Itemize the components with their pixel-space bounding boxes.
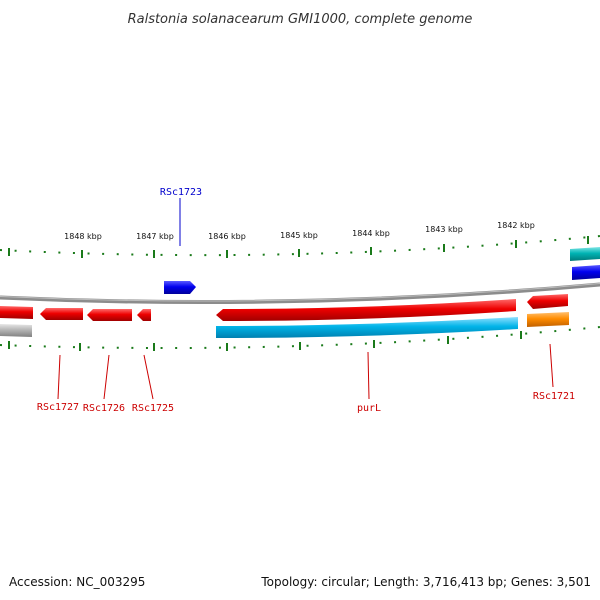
map-title: Ralstonia solanacearum GMI1000, complete… (128, 12, 473, 27)
gene-label-rsc1721: RSc1721 (533, 391, 575, 402)
leader-line-purl (367, 351, 370, 400)
gene-rsc1725-arrow[interactable] (137, 309, 151, 321)
leader-line-rsc1727 (57, 354, 61, 400)
gene-orange-segment[interactable] (527, 312, 569, 327)
genome-backbone (0, 282, 600, 305)
accession-text: Accession: NC_003295 (9, 575, 145, 589)
kbp-label: 1848 kbp (64, 232, 102, 241)
leader-line-rsc1721 (549, 343, 554, 388)
gene-blue-segment[interactable] (572, 265, 600, 280)
gene-purl-arrow[interactable] (216, 299, 516, 321)
gene-label-rsc1725: RSc1725 (132, 403, 174, 414)
gene-grey-segment[interactable] (0, 324, 32, 337)
gene-rsc1721-arrow[interactable] (527, 294, 568, 309)
gene-label-purl: purL (357, 403, 381, 414)
kbp-label: 1847 kbp (136, 232, 174, 241)
kbp-label: 1843 kbp (425, 225, 463, 234)
major-ticks (8, 236, 589, 351)
kbp-label: 1842 kbp (497, 221, 535, 230)
kbp-label: 1845 kbp (280, 231, 318, 240)
gene-label-rsc1726: RSc1726 (83, 403, 125, 414)
gene-rsc1726-arrow[interactable] (87, 309, 132, 321)
gene-rsc1723-arrow[interactable] (164, 281, 196, 294)
kbp-label: 1844 kbp (352, 229, 390, 238)
gene-rsc1727-arrow[interactable] (40, 308, 83, 320)
gene-red-segment-left[interactable] (0, 306, 33, 319)
genome-backbone-highlight (0, 283, 600, 302)
gene-purl-cyan-bar[interactable] (216, 317, 518, 338)
leader-line-rsc1726 (103, 354, 110, 400)
leader-line-rsc1725 (143, 354, 154, 400)
kbp-label: 1846 kbp (208, 232, 246, 241)
topology-text: Topology: circular; Length: 3,716,413 bp… (260, 575, 591, 589)
gene-teal-segment[interactable] (570, 247, 600, 261)
gene-label-rsc1727: RSc1727 (37, 402, 79, 413)
gene-label-rsc1723: RSc1723 (160, 187, 202, 198)
